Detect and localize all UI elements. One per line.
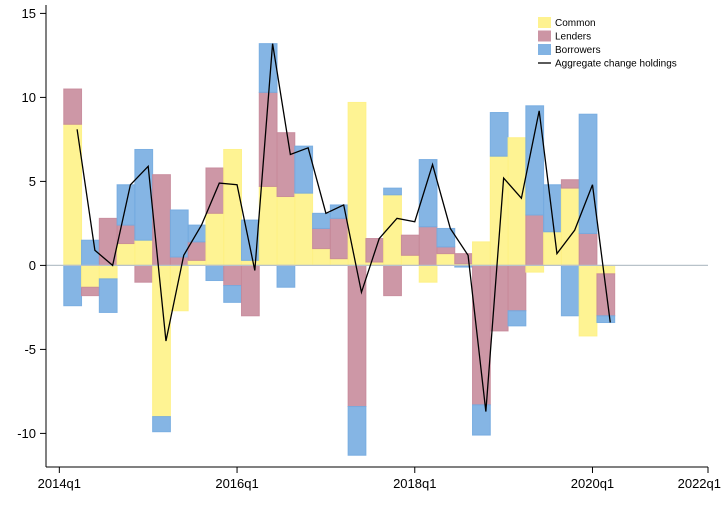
bar-lenders-2021q2 <box>578 232 598 266</box>
x-tick-label: 2022q1 <box>678 476 721 491</box>
x-tick-label: 2020q1 <box>571 476 614 491</box>
bar-common-2017q1 <box>276 196 296 266</box>
bar-borrowers-2015q3 <box>169 209 189 258</box>
bar-common-2016q4 <box>258 185 278 266</box>
bar-borrowers-2015q2 <box>152 416 171 433</box>
bar-borrowers-2017q3 <box>312 212 331 229</box>
bar-borrowers-2017q1 <box>276 264 296 288</box>
bar-lenders-2018q3 <box>383 264 402 297</box>
bar-borrowers-2020q4 <box>543 184 562 233</box>
bar-common-2019q2 <box>436 253 456 266</box>
bar-borrowers-2017q2 <box>294 145 314 194</box>
bar-lenders-2019q1 <box>418 226 438 266</box>
bar-lenders-2015q3 <box>169 256 189 266</box>
legend-swatch-common <box>538 17 551 28</box>
legend-label-borrowers: Borrowers <box>555 45 601 56</box>
bar-common-2021q2 <box>578 264 598 337</box>
bars-layer <box>63 43 616 456</box>
bar-borrowers-2019q1 <box>418 159 438 228</box>
bar-common-2016q1 <box>205 212 225 266</box>
bar-lenders-2017q1 <box>276 132 296 198</box>
bar-lenders-2017q3 <box>312 227 331 250</box>
y-tick-label: 5 <box>29 174 36 189</box>
bar-common-2020q4 <box>543 231 562 266</box>
bar-lenders-2015q2 <box>152 174 171 266</box>
legend-swatch-lenders <box>538 30 551 42</box>
bar-borrowers-2018q3 <box>383 187 402 196</box>
bar-borrowers-2020q3 <box>525 105 545 216</box>
bar-borrowers-2014q1 <box>63 264 83 307</box>
bar-borrowers-2021q3 <box>596 315 616 324</box>
bar-common-2014q2 <box>81 264 100 288</box>
bar-lenders-2016q3 <box>240 264 260 317</box>
bar-common-2016q3 <box>240 259 260 266</box>
bar-borrowers-2020q1 <box>489 112 509 157</box>
x-tick-label: 2016q1 <box>215 476 258 491</box>
legend-swatch-borrowers <box>538 44 551 55</box>
legend-label-lenders: Lenders <box>555 32 591 43</box>
bar-borrowers-2015q1 <box>134 148 154 241</box>
bar-lenders-2014q1 <box>63 88 83 125</box>
bar-common-2017q3 <box>312 248 331 266</box>
bar-borrowers-2020q2 <box>507 310 527 327</box>
bar-common-2021q3 <box>596 264 616 275</box>
legend-label-aggregate-change-holdings: Aggregate change holdings <box>555 59 677 70</box>
bar-common-2020q2 <box>507 137 527 266</box>
bar-lenders-2021q1 <box>560 179 580 189</box>
bar-lenders-2017q4 <box>329 217 349 260</box>
bar-lenders-2021q3 <box>596 273 616 317</box>
bar-lenders-2018q4 <box>400 234 420 256</box>
y-tick-label: -5 <box>24 342 36 357</box>
legend: Common Lenders Borrowers Aggregate change h… <box>538 17 677 70</box>
bar-common-2019q1 <box>418 264 438 283</box>
bar-borrowers-2014q3 <box>98 278 118 313</box>
y-tick-label: 10 <box>22 90 36 105</box>
bar-common-2015q2 <box>152 264 171 418</box>
bar-borrowers-2016q1 <box>205 264 225 282</box>
bar-common-2014q4 <box>116 243 136 266</box>
bar-borrowers-2014q2 <box>81 239 100 266</box>
bar-lenders-2019q3 <box>454 253 474 265</box>
bar-lenders-2015q4 <box>187 241 207 261</box>
bar-common-2017q2 <box>294 192 314 266</box>
bar-borrowers-2021q1 <box>560 264 580 317</box>
bar-lenders-2016q1 <box>205 167 225 214</box>
bar-common-2020q1 <box>489 155 509 266</box>
y-tick-label: -10 <box>17 426 36 441</box>
bar-common-2015q1 <box>134 239 154 266</box>
bar-common-2015q4 <box>187 259 207 266</box>
y-tick-label: 15 <box>22 6 36 21</box>
bar-common-2018q4 <box>400 254 420 266</box>
x-tick-label: 2018q1 <box>393 476 436 491</box>
bar-borrowers-2019q4 <box>472 404 491 436</box>
bar-lenders-2020q2 <box>507 264 527 312</box>
bar-lenders-2020q3 <box>525 214 545 266</box>
bar-lenders-2019q2 <box>436 246 456 255</box>
legend-label-common: Common <box>555 18 596 29</box>
axes: -10 -5 0 5 10 15 2014q1 2016q1 2018q1 2020q1 2022q… <box>17 5 721 491</box>
bar-borrowers-2016q2 <box>223 285 242 303</box>
line-layer <box>76 43 611 412</box>
bar-common-2019q4 <box>472 241 491 266</box>
aggregate-line <box>76 43 611 412</box>
bar-common-2016q2 <box>223 148 242 266</box>
y-tick-label: 0 <box>29 258 36 273</box>
x-tick-label: 2014q1 <box>38 476 81 491</box>
bar-borrowers-2021q2 <box>578 113 598 234</box>
bar-borrowers-2018q1 <box>347 406 367 456</box>
bar-borrowers-2019q2 <box>436 227 456 248</box>
bar-common-2017q4 <box>329 258 349 266</box>
bar-lenders-2016q2 <box>223 264 242 287</box>
bar-lenders-2014q2 <box>81 286 100 297</box>
bar-lenders-2015q1 <box>134 264 154 283</box>
bar-common-2020q3 <box>525 264 545 273</box>
bar-common-2014q3 <box>98 264 118 280</box>
